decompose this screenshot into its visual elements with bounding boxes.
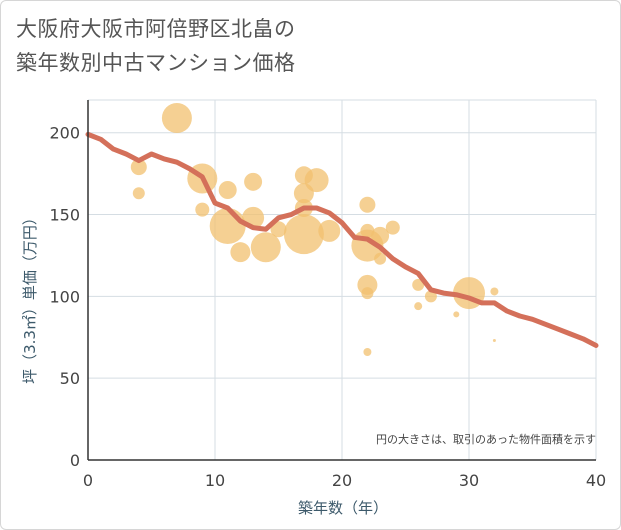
y-tick-label: 50 [60,369,80,388]
y-tick-label: 200 [49,124,80,143]
y-tick-label: 100 [49,287,80,306]
chart-title-line1: 大阪府大阪市阿倍野区北畠の [16,17,296,41]
data-bubble [304,168,329,193]
data-bubble [283,214,324,255]
x-tick-label: 20 [332,471,352,490]
chart-title-line2: 築年数別中古マンション価格 [16,51,296,75]
average-price-line [85,131,599,348]
data-bubble [414,302,423,311]
y-axis-label: 坪（3.3㎡）単価（万円） [21,210,39,384]
data-bubble [218,181,237,199]
data-bubble [490,287,499,296]
data-bubble [371,226,390,245]
x-tick-label: 10 [205,471,225,490]
x-tick-label: 0 [83,471,93,490]
data-bubble [318,219,341,242]
data-bubble [363,348,372,356]
data-bubble [412,278,425,291]
trend-line-series [85,131,599,348]
data-bubble [209,208,246,244]
data-bubble [244,172,263,191]
data-bubble [161,103,192,133]
data-bubble [132,187,145,200]
data-bubble [453,311,460,318]
data-bubble [130,159,147,176]
grid-lines [88,99,597,460]
y-tick-label: 150 [49,206,80,225]
data-bubble [361,287,374,300]
data-bubble [424,290,437,303]
bubble-size-note: 円の大きさは、取引のあった物件面積を示す [376,432,596,446]
x-tick-label: 40 [586,471,606,490]
bubble-series [130,103,499,356]
data-bubble [492,339,496,343]
tick-labels: 0 10 20 30 40 0 50 100 150 200 [49,124,606,490]
y-tick-label: 0 [70,451,80,470]
x-tick-label: 30 [459,471,479,490]
data-bubble [385,220,400,235]
data-bubble [374,252,387,265]
data-bubble [359,196,376,213]
data-bubble [250,232,281,263]
x-axis-label: 築年数（年） [298,499,388,517]
data-bubble [230,242,251,263]
chart-title: 大阪府大阪市阿倍野区北畠の 築年数別中古マンション価格 [16,12,296,80]
axes [87,100,596,461]
data-bubble [195,202,210,217]
data-bubble [270,221,287,238]
